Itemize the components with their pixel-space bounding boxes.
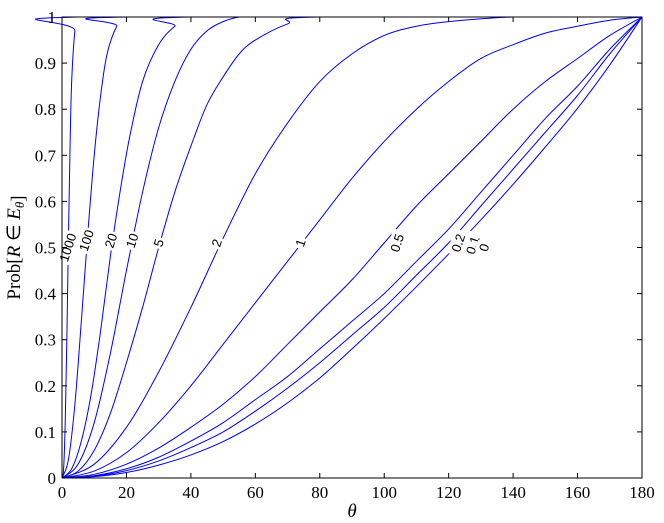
- x-tick-label: 40: [182, 483, 199, 502]
- y-tick-label: 1: [48, 8, 57, 27]
- y-tick-label: 0.2: [35, 377, 56, 396]
- x-tick-label: 20: [118, 483, 135, 502]
- series-line-5: [61, 16, 642, 479]
- y-tick-label: 0.4: [35, 285, 57, 304]
- series-line-0.1: [61, 16, 643, 479]
- x-tick-label: 60: [247, 483, 264, 502]
- ticks-group: 0 20 40 60 80 100 120 140 160 18000.10.20.30.40.5…: [35, 8, 655, 502]
- curve-label-group: 0: [474, 239, 493, 255]
- curve-label-bg: [207, 235, 226, 251]
- curve-label-bg: [385, 228, 408, 258]
- curve-label: 1: [292, 237, 309, 249]
- curve-label-group: 10: [121, 229, 142, 252]
- y-tick-label: 0.7: [35, 146, 57, 165]
- y-tick-label: 0.1: [35, 423, 56, 442]
- curves-group: [35, 16, 643, 479]
- curve-label: 0: [476, 242, 493, 254]
- curve-label-group: 20: [100, 229, 121, 252]
- y-tick-label: 0.3: [35, 331, 56, 350]
- curve-label-bg: [461, 230, 484, 260]
- curve-label-bg: [121, 229, 142, 252]
- curve-label-group: 0.2: [446, 228, 469, 258]
- curve-label: 2: [208, 237, 225, 249]
- curve-label: 20: [102, 231, 121, 249]
- series-line-0.2: [61, 16, 643, 479]
- x-tick-label: 0: [58, 483, 67, 502]
- x-tick-label: 160: [565, 483, 591, 502]
- curve-label-group: 5: [149, 235, 168, 251]
- series-line-0: [61, 16, 643, 479]
- curve-label-bg: [55, 229, 80, 266]
- curve-label-bg: [474, 239, 493, 255]
- curve-label-group: 1: [291, 235, 309, 251]
- plot-frame: [61, 16, 643, 479]
- y-tick-label: 0.8: [35, 100, 56, 119]
- curve-label-bg: [446, 228, 469, 258]
- curve-label-group: 2: [207, 235, 226, 251]
- x-axis-label: θ: [347, 501, 356, 522]
- x-tick-label: 120: [436, 483, 462, 502]
- curve-label-bg: [100, 229, 121, 252]
- x-tick-label: 180: [629, 483, 655, 502]
- curve-label-bg: [74, 225, 98, 255]
- curve-label-group: 0.5: [385, 228, 408, 258]
- x-tick-label: 100: [371, 483, 397, 502]
- series-line-1: [61, 16, 643, 479]
- series-line-0.5: [61, 16, 643, 479]
- x-tick-label: 80: [311, 483, 328, 502]
- curve-label: 0.2: [448, 232, 468, 254]
- curve-label: 100: [76, 228, 97, 253]
- curve-label: 10: [123, 231, 142, 249]
- curve-label: 5: [150, 237, 167, 249]
- y-tick-label: 0.6: [35, 192, 56, 211]
- series-line-2: [61, 16, 642, 479]
- x-tick-label: 140: [500, 483, 526, 502]
- y-axis-label: Prob[R ∈ Eθ]: [4, 195, 29, 299]
- curve-label: 0.5: [387, 232, 407, 254]
- curve-label-group: 100: [74, 225, 98, 255]
- y-tick-label: 0.9: [35, 54, 56, 73]
- y-tick-label: 0: [48, 469, 57, 488]
- curve-label-bg: [149, 235, 168, 251]
- y-tick-label: 0.5: [35, 239, 56, 258]
- curve-label-bg: [291, 235, 309, 251]
